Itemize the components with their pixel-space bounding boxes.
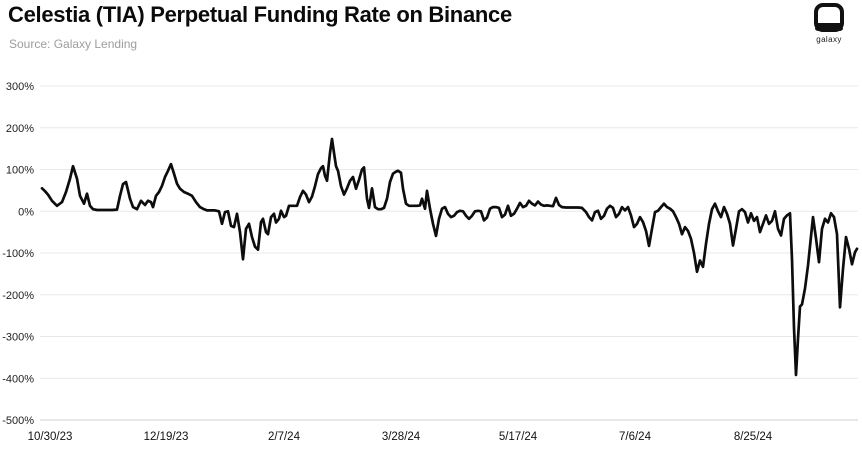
galaxy-logo: galaxy	[805, 3, 853, 44]
x-axis-label: 12/19/23	[144, 431, 189, 443]
y-axis-label: -100%	[2, 248, 34, 260]
x-axis-label: 5/17/24	[499, 431, 538, 443]
galaxy-logo-icon	[814, 3, 844, 32]
y-axis-label: -500%	[2, 415, 34, 427]
page-title: Celestia (TIA) Perpetual Funding Rate on…	[8, 2, 512, 27]
x-axis-label: 10/30/23	[28, 431, 73, 443]
x-axis-label: 2/7/24	[268, 431, 301, 443]
x-axis-label: 8/25/24	[734, 431, 773, 443]
y-axis-label: 300%	[6, 81, 34, 93]
y-axis-label: -300%	[2, 332, 34, 344]
y-axis-label: -400%	[2, 373, 34, 385]
x-axis-label: 3/28/24	[382, 431, 421, 443]
source-label: Source: Galaxy Lending	[9, 37, 138, 51]
galaxy-logo-text: galaxy	[816, 35, 842, 44]
y-axis-label: 200%	[6, 123, 34, 135]
y-axis-label: 0%	[18, 206, 34, 218]
y-axis-label: -200%	[2, 290, 34, 302]
y-axis-label: 100%	[6, 165, 34, 177]
x-axis-label: 7/6/24	[619, 431, 652, 443]
funding-rate-line	[40, 137, 859, 377]
